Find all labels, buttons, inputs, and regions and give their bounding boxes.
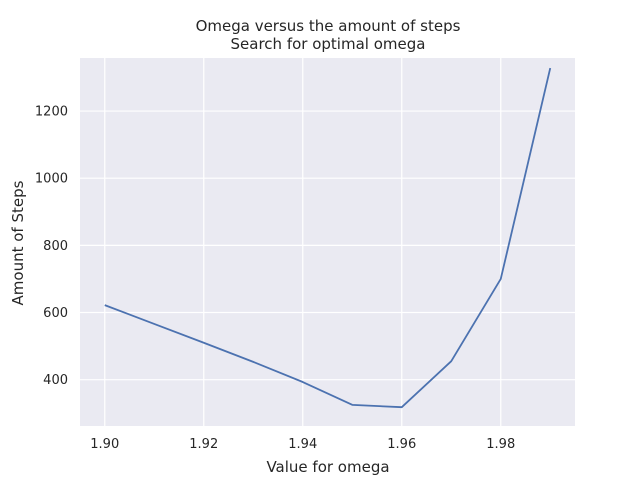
chart-title: Omega versus the amount of steps <box>196 17 461 35</box>
x-tick-label: 1.98 <box>486 437 515 452</box>
series-line <box>104 67 552 409</box>
x-tick-label: 1.90 <box>90 437 119 452</box>
y-tick-label: 400 <box>43 373 68 388</box>
chart-subtitle: Search for optimal omega <box>231 35 426 53</box>
x-tick-label: 1.94 <box>288 437 317 452</box>
x-axis-ticks: 1.90 1.92 1.94 1.96 1.98 <box>90 437 515 452</box>
x-axis-label: Value for omega <box>266 458 389 476</box>
y-axis-ticks: 400 600 800 1000 1200 <box>35 105 68 389</box>
y-tick-label: 800 <box>43 239 68 254</box>
plot-area <box>80 58 575 426</box>
x-tick-label: 1.92 <box>189 437 218 452</box>
y-axis-label: Amount of Steps <box>9 180 27 305</box>
y-tick-label: 1200 <box>35 105 68 120</box>
y-gridlines <box>80 110 575 381</box>
x-tick-label: 1.96 <box>387 437 416 452</box>
x-gridlines <box>104 58 502 426</box>
y-tick-label: 1000 <box>35 172 68 187</box>
y-tick-label: 600 <box>43 306 68 321</box>
